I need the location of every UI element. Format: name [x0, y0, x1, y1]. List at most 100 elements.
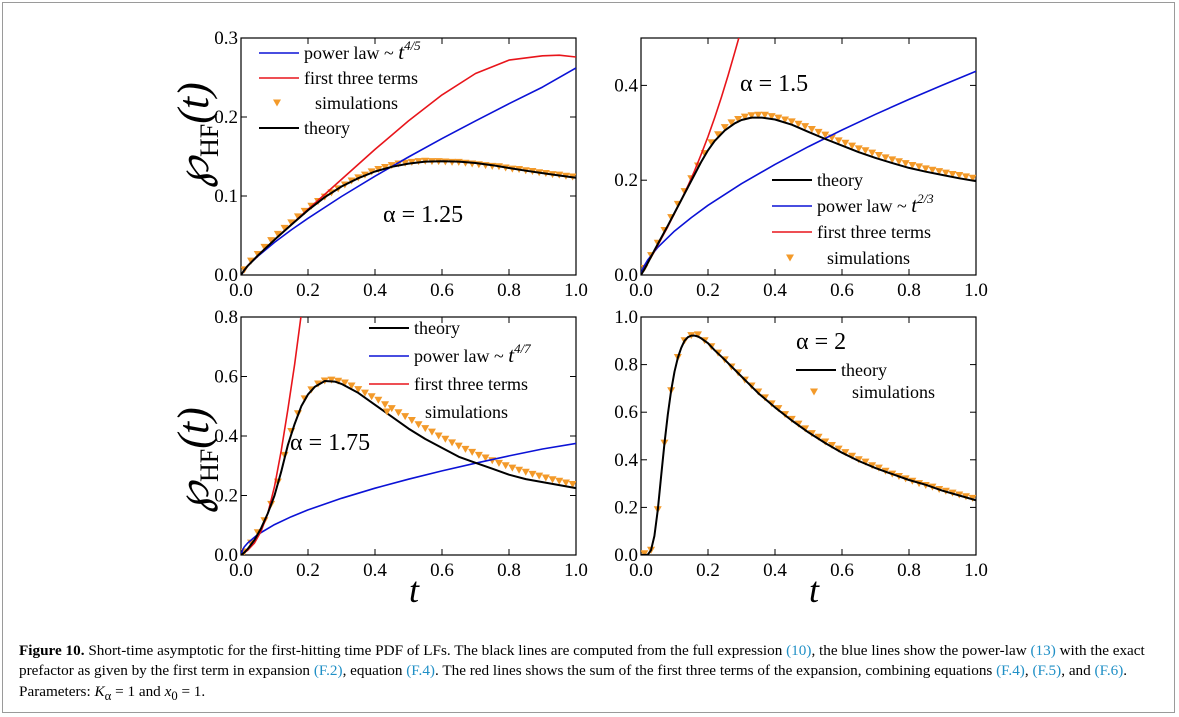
x-tick-label: 0.0: [229, 560, 253, 581]
x-tick-label: 0.2: [696, 560, 720, 581]
simulation-point: [854, 456, 863, 464]
y-tick-label: 0.6: [614, 402, 638, 423]
simulation-point: [734, 116, 743, 124]
simulation-point: [794, 120, 803, 128]
simulation-point: [367, 393, 376, 401]
legend-simulation-marker: [273, 99, 281, 107]
caption-ref-f6[interactable]: (F.6): [1094, 662, 1124, 680]
legend-label: power law ~ t4/7: [414, 341, 531, 367]
figure-canvas: ℘HF(t) ℘HF(t) t t 0.0 0.2 0.4 0.6 0.8 1.00.00…: [169, 28, 988, 610]
simulation-point: [541, 474, 550, 482]
chart-panel-2: 0.0 0.2 0.4 0.6 0.8 1.0 0.0 0.2 0.4 α = 1.5 theory…: [614, 37, 988, 301]
legend-label: simulations: [852, 382, 935, 402]
chart-panel-4: 0.0 0.2 0.4 0.6 0.8 1.0 0.0 0.2 0.4 0.6 0.8 1.0 α = …: [614, 307, 988, 581]
simulation-point: [948, 171, 957, 179]
y-tick-label: 0.2: [214, 486, 238, 507]
caption-ref-f5[interactable]: (F.5): [1032, 662, 1062, 680]
simulation-point: [894, 158, 903, 166]
simulation-point: [928, 166, 937, 174]
caption-ref-f4b[interactable]: (F.4): [996, 662, 1025, 680]
figure-caption: Figure 10. Short-time asymptotic for the…: [19, 641, 1159, 706]
simulation-point: [955, 171, 964, 179]
caption-text-3: with the exact prefactor as given by the…: [19, 642, 1145, 680]
legend-label: power law ~ t4/5: [304, 38, 421, 64]
caption-k-sub: α: [104, 688, 112, 703]
simulation-point: [568, 480, 576, 488]
y-tick-label: 0.0: [214, 265, 238, 286]
simulation-point: [961, 173, 970, 181]
alpha-annotation: α = 1.5: [740, 71, 808, 97]
legend-label: theory: [304, 118, 350, 138]
chart-panel-1: 0.0 0.2 0.4 0.6 0.8 1.0 0.0 0.1 0.2 0.3 α = 1.25 po…: [214, 28, 588, 301]
legend-simulation-marker: [383, 408, 391, 416]
simulation-point: [340, 379, 349, 387]
simulation-point: [861, 458, 870, 466]
simulation-point: [394, 409, 403, 417]
simulation-point: [641, 550, 649, 555]
y-tick-label: 0.2: [614, 497, 638, 518]
caption-ref-eq10[interactable]: (10): [786, 642, 812, 659]
series-area: [641, 38, 976, 275]
simulation-point: [374, 396, 383, 404]
simulation-point: [434, 432, 443, 440]
xlabel-right: t: [809, 570, 820, 610]
legend-label: first three terms: [304, 68, 418, 88]
simulation-point: [767, 113, 776, 121]
simulation-point: [280, 224, 289, 232]
caption-text-10: = 1.: [177, 682, 206, 700]
alpha-annotation: α = 2: [796, 329, 846, 355]
caption-text-9: = 1 and: [111, 682, 165, 700]
simulation-point: [535, 472, 544, 480]
simulation-point: [841, 139, 850, 147]
y-tick-label: 1.0: [614, 307, 638, 328]
legend-label: first three terms: [817, 222, 931, 242]
simulation-point: [908, 162, 917, 170]
x-tick-label: 0.8: [897, 560, 921, 581]
simulation-point: [881, 154, 890, 162]
simulation-point: [874, 152, 883, 160]
x-tick-label: 0.4: [363, 280, 387, 301]
y-tick-label: 0.6: [214, 367, 238, 388]
x-tick-label: 0.0: [629, 560, 653, 581]
caption-text-1: Short-time asymptotic for the first-hitt…: [84, 642, 787, 659]
simulation-point: [861, 147, 870, 155]
simulation-point: [854, 145, 863, 153]
legend-label: first three terms: [414, 374, 528, 394]
simulation-point: [801, 123, 810, 131]
y-tick-label: 0.8: [614, 355, 638, 376]
simulation-point: [468, 448, 477, 456]
simulation-point: [481, 454, 490, 462]
y-tick-label: 0.8: [214, 307, 238, 328]
x-tick-label: 0.6: [430, 280, 454, 301]
simulation-point: [521, 468, 530, 476]
simulation-point: [921, 165, 930, 173]
ylabel-bottom: ℘HF(t): [169, 407, 224, 512]
series-area: [641, 331, 976, 555]
y-tick-label: 0.3: [214, 28, 238, 49]
caption-ref-eq13[interactable]: (13): [1030, 642, 1056, 659]
caption-ref-f4[interactable]: (F.4): [406, 662, 435, 680]
simulation-point: [334, 377, 343, 385]
series-area: [241, 54, 576, 275]
simulation-point: [714, 131, 723, 139]
simulation-point: [515, 466, 524, 474]
simulation-point: [720, 124, 729, 132]
simulation-point: [727, 119, 736, 127]
x-tick-label: 0.8: [497, 560, 521, 581]
legend-simulation-marker: [810, 388, 818, 396]
x-tick-label: 0.2: [696, 280, 720, 301]
x-tick-label: 0.4: [363, 560, 387, 581]
alpha-annotation: α = 1.75: [290, 430, 370, 456]
power-law-t-line: [241, 442, 576, 555]
caption-text-8: . Parameters:: [19, 662, 1128, 700]
simulation-point: [774, 114, 783, 122]
simulation-point: [347, 382, 356, 390]
simulation-point: [874, 464, 883, 472]
simulation-point: [848, 142, 857, 150]
simulation-point: [814, 433, 823, 441]
simulation-point: [327, 376, 336, 384]
caption-text-6: ,: [1024, 662, 1033, 680]
caption-ref-f2[interactable]: (F.2): [313, 662, 343, 680]
simulation-point: [561, 479, 570, 487]
